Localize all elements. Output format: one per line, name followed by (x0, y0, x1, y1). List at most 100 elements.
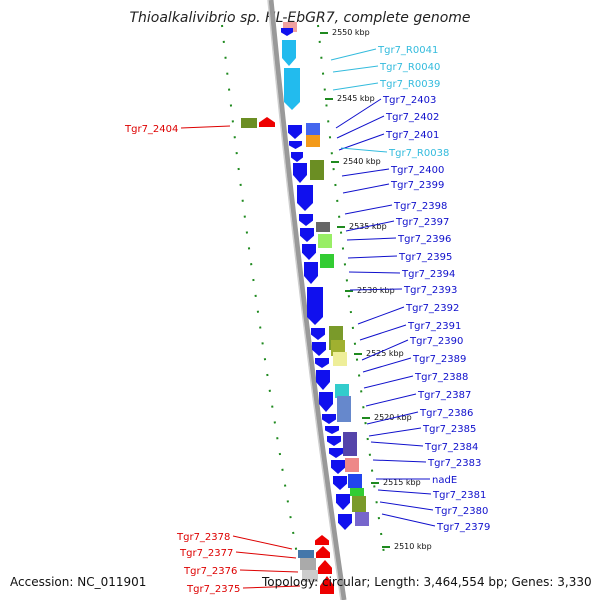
gene-arrow (293, 163, 307, 183)
gene-arrow (288, 125, 302, 139)
gene-arrow (333, 476, 347, 490)
ruler-label: 2530 kbp (357, 286, 395, 295)
gene-label: Tgr7_2396 (397, 234, 451, 245)
inner-tick-ring (221, 24, 299, 561)
label-leader (341, 168, 390, 177)
gene-label: Tgr7_2395 (398, 252, 452, 263)
gene-arrow (311, 328, 325, 340)
gene-label: Tgr7_2378 (176, 532, 230, 543)
gene-label: Tgr7_2387 (417, 390, 471, 401)
gene-label: Tgr7_R0039 (379, 79, 440, 90)
gene-label: Tgr7_2383 (427, 458, 481, 469)
gene-label: Tgr7_R0040 (379, 62, 440, 73)
cog-block (306, 123, 320, 135)
gene-arrow (338, 514, 352, 530)
ruler-label: 2540 kbp (343, 157, 381, 166)
reverse-gene-arrow (315, 535, 329, 545)
gene-label: Tgr7_2401 (385, 130, 439, 141)
label-leader (332, 82, 379, 91)
gene-label: Tgr7_2400 (390, 165, 444, 176)
gene-label: Tgr7_2379 (436, 522, 490, 533)
gene-label: Tgr7_2397 (395, 217, 449, 228)
gene-arrow (319, 392, 333, 412)
gene-arrow (316, 370, 330, 390)
gene-label: Tgr7_R0038 (388, 148, 449, 159)
label-leader (345, 220, 395, 232)
gene-arrow (302, 244, 316, 260)
feature-layer (241, 22, 369, 594)
label-leader (335, 98, 382, 129)
gene-label: Tgr7_2390 (409, 336, 463, 347)
gene-label: Tgr7_2403 (382, 95, 436, 106)
gene-label: Tgr7_2375 (186, 584, 240, 595)
cog-block (337, 396, 351, 422)
gene-arrow (299, 214, 313, 226)
cog-block (333, 352, 347, 366)
label-leader (348, 271, 401, 274)
gene-label: Tgr7_2392 (405, 303, 459, 314)
backbone-layer (267, 0, 347, 600)
label-leader (377, 489, 432, 495)
label-leader (363, 375, 414, 389)
cog-block (306, 135, 320, 147)
gene-arrow (325, 426, 339, 434)
backbone-shadow (267, 0, 342, 600)
cog-block (352, 496, 366, 512)
label-leader (368, 427, 422, 437)
ruler-label: 2510 kbp (394, 542, 432, 551)
cog-block (345, 458, 359, 472)
gene-label: Tgr7_2404 (124, 124, 178, 135)
cog-block (310, 160, 324, 180)
cog-block (300, 558, 316, 570)
ruler-label: 2525 kbp (366, 349, 404, 358)
label-leader (242, 585, 301, 589)
gene-label: Tgr7_2386 (419, 408, 473, 419)
cog-block (241, 118, 257, 128)
gene-arrow (304, 262, 318, 284)
label-leader (349, 288, 403, 291)
cog-block (320, 254, 334, 268)
reverse-gene-arrow (320, 576, 334, 594)
feature-block (283, 22, 297, 32)
gene-label: Tgr7_2384 (424, 442, 478, 453)
gene-label: Tgr7_R0041 (377, 45, 438, 56)
label-leader (372, 459, 427, 463)
gene-arrow (327, 436, 341, 446)
cog-block (318, 234, 332, 248)
gene-label: Tgr7_2388 (414, 372, 468, 383)
cog-block (350, 488, 364, 496)
cog-block (343, 432, 357, 456)
label-leader (366, 411, 419, 425)
map-title: Thioalkalivibrio sp. HL-EbGR7, complete … (129, 10, 471, 26)
ruler-label: 2515 kbp (383, 478, 421, 487)
gene-arrow (289, 141, 302, 149)
cog-block (316, 222, 330, 232)
gene-label: nadE (432, 475, 457, 486)
label-leader (346, 237, 397, 241)
gene-label: Tgr7_2380 (434, 506, 488, 517)
gene-arrow (312, 342, 326, 356)
gene-label: Tgr7_2394 (401, 269, 455, 280)
reverse-gene-arrow (318, 560, 332, 574)
gene-label: Tgr7_2376 (183, 566, 237, 577)
label-leader (232, 535, 293, 550)
cog-block (298, 550, 314, 558)
gene-arrow (300, 228, 314, 242)
gene-label: Tgr7_2402 (385, 112, 439, 123)
label-leader (370, 441, 424, 447)
rna-gene-arrow (284, 68, 300, 110)
ruler-label: 2545 kbp (337, 94, 375, 103)
label-leader (357, 306, 405, 325)
label-leader (361, 339, 409, 361)
label-leader (336, 115, 385, 139)
reverse-gene-arrow (259, 117, 275, 127)
ruler-label: 2550 kbp (332, 28, 370, 37)
label-leader (340, 147, 388, 153)
gene-arrow (329, 448, 343, 458)
gene-arrow (297, 185, 313, 211)
label-leader (342, 183, 390, 194)
gene-label: Tgr7_2391 (407, 321, 461, 332)
label-leader (332, 65, 379, 73)
label-leader (365, 393, 417, 407)
